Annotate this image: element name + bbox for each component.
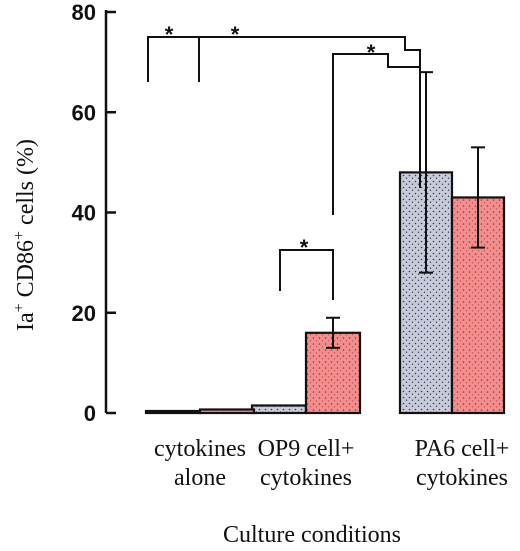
y-label-sup-2: +	[11, 231, 28, 240]
bar-s2-c1	[198, 408, 256, 415]
x-tick-label-1-line-2: alone	[174, 465, 226, 491]
y-label-part-2: CD86	[13, 240, 39, 303]
significance-star-3: *	[367, 40, 376, 65]
y-tick-label-20: 20	[72, 301, 96, 326]
y-axis-title: Ia+ CD86+ cells (%)	[11, 139, 39, 331]
bar-s1-c1	[144, 409, 202, 415]
bar-s1-c2	[250, 404, 308, 415]
x-tick-label-3-line-2: cytokines	[416, 465, 508, 491]
x-tick-label-3-line-1: PA6 cell+	[415, 436, 510, 462]
x-axis-label: Culture conditions	[223, 522, 401, 548]
significance-bracket-2	[332, 53, 421, 215]
x-axis-title: Culture conditions	[223, 522, 401, 548]
y-tick-label-0: 0	[84, 401, 96, 426]
y-tick-label-40: 40	[72, 201, 96, 226]
y-label-part-3: cells (%)	[13, 139, 39, 231]
significance-bracket-1	[147, 36, 421, 82]
significance-star-1: *	[165, 22, 174, 47]
y-tick-label-60: 60	[72, 100, 96, 125]
y-tick-label-80: 80	[72, 0, 96, 25]
y-label-sup-1: +	[11, 303, 28, 312]
x-tick-label-1-line-1: cytokines	[154, 436, 246, 462]
significance-star-2: *	[231, 22, 240, 47]
significance-star-4: *	[300, 235, 309, 260]
plot-area: 0 20 40 60 80 cytokines alone OP9 cell+ cytokine…	[72, 0, 510, 491]
x-tick-label-2-line-1: OP9 cell+	[258, 436, 355, 462]
significance-bracket-3	[279, 249, 334, 300]
y-label-part-1: Ia	[13, 312, 39, 331]
y-axis-label: Ia+ CD86+ cells (%)	[11, 139, 39, 331]
x-tick-label-2-line-2: cytokines	[260, 465, 352, 491]
